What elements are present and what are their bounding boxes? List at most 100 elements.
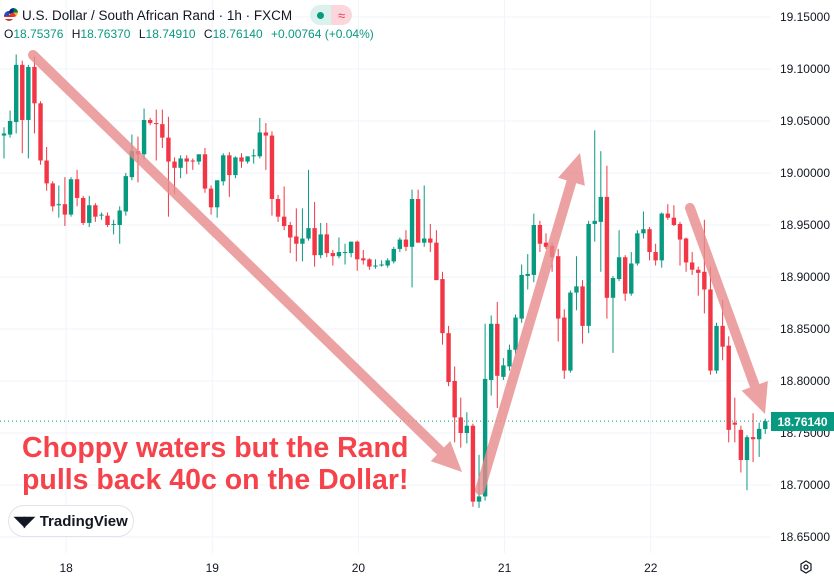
time-tick-label: 20 bbox=[352, 561, 366, 575]
candle-body bbox=[714, 325, 719, 371]
candle bbox=[726, 336, 731, 443]
candle bbox=[178, 155, 183, 179]
candle bbox=[324, 222, 329, 258]
market-open-icon[interactable] bbox=[310, 5, 332, 25]
candle bbox=[464, 412, 470, 444]
candle-body bbox=[720, 325, 725, 347]
candle bbox=[763, 418, 768, 434]
candle-body bbox=[501, 365, 506, 377]
candle bbox=[208, 185, 214, 215]
candle-body bbox=[245, 156, 250, 162]
candle bbox=[616, 230, 622, 282]
candle-body bbox=[647, 229, 652, 253]
candle bbox=[434, 230, 439, 281]
candle bbox=[641, 211, 646, 239]
candle bbox=[348, 241, 354, 258]
candle bbox=[750, 413, 756, 463]
candle-body bbox=[446, 333, 451, 383]
candle-body bbox=[355, 241, 360, 260]
open-label: O bbox=[4, 27, 14, 41]
candle bbox=[221, 153, 226, 186]
candle-body bbox=[738, 429, 744, 461]
candle-body bbox=[227, 155, 232, 176]
market-status[interactable]: ≈ bbox=[310, 5, 353, 25]
arrow-shaft bbox=[28, 50, 446, 457]
candle-body bbox=[568, 292, 573, 371]
candle bbox=[397, 237, 403, 253]
candle-body bbox=[117, 210, 122, 225]
candle bbox=[495, 301, 500, 409]
candle bbox=[543, 233, 549, 249]
candle bbox=[257, 117, 262, 159]
candle-body bbox=[507, 349, 512, 367]
candle-body bbox=[464, 425, 470, 433]
price-tick-label: 18.85000 bbox=[780, 322, 830, 336]
candle bbox=[574, 256, 579, 311]
arrow-head bbox=[741, 381, 768, 414]
candle-body bbox=[671, 217, 677, 225]
candle-body bbox=[20, 64, 25, 120]
candle-body bbox=[750, 437, 756, 440]
arrow-head bbox=[430, 441, 462, 472]
usd-zar-flag-icon bbox=[4, 8, 18, 22]
tradingview-logo[interactable]: ◥◤ TradingView bbox=[8, 505, 134, 537]
annotation-text[interactable]: Choppy waters but the Rand pulls back 40… bbox=[22, 432, 408, 496]
candle bbox=[87, 195, 92, 228]
candle-body bbox=[702, 271, 707, 290]
current-price-label: 18.76140 bbox=[771, 412, 834, 431]
candle bbox=[32, 56, 37, 134]
candle bbox=[367, 258, 372, 270]
candle-body bbox=[708, 289, 713, 371]
candle-body bbox=[361, 258, 366, 261]
candle-body bbox=[629, 263, 634, 294]
tradingview-logo-mark: ◥◤ bbox=[14, 512, 35, 529]
candle-body bbox=[531, 225, 537, 275]
candle bbox=[239, 153, 244, 168]
candle-body bbox=[598, 196, 604, 222]
candle-body bbox=[683, 238, 689, 263]
candle-body bbox=[105, 215, 110, 225]
candle bbox=[440, 271, 445, 345]
candle bbox=[379, 260, 384, 267]
arrow-head bbox=[558, 153, 585, 186]
candle bbox=[659, 212, 664, 268]
candle-body bbox=[422, 238, 427, 243]
arrow bbox=[28, 50, 462, 472]
candle bbox=[288, 221, 293, 254]
candle bbox=[501, 358, 506, 380]
candle-body bbox=[635, 233, 640, 264]
candle-body bbox=[537, 225, 543, 244]
candle-body bbox=[373, 265, 378, 267]
candle bbox=[531, 213, 537, 283]
candle-body bbox=[659, 213, 664, 261]
candle-body bbox=[300, 238, 305, 244]
candle-body bbox=[318, 234, 323, 256]
price-axis[interactable]: 19.15000 19.10000 19.05000 19.00000 18.95000… bbox=[780, 10, 830, 544]
candle-body bbox=[74, 179, 80, 198]
time-axis[interactable]: 18 19 20 21 22 bbox=[59, 561, 657, 575]
candle-body bbox=[756, 428, 762, 440]
candle bbox=[336, 237, 342, 259]
annotation-line-1: Choppy waters but the Rand bbox=[22, 432, 409, 464]
candle-body bbox=[239, 157, 244, 162]
candle bbox=[683, 237, 689, 272]
time-tick-label: 21 bbox=[498, 561, 512, 575]
candle-body bbox=[178, 158, 183, 168]
candle-body bbox=[306, 228, 311, 239]
candle-body bbox=[622, 257, 628, 294]
candle-body bbox=[80, 197, 86, 223]
candle bbox=[214, 180, 220, 218]
gear-icon[interactable] bbox=[799, 560, 813, 574]
candle-body bbox=[434, 242, 439, 281]
symbol-title[interactable]: U.S. Dollar / South African Rand · 1h · … bbox=[22, 7, 293, 23]
delayed-data-icon[interactable]: ≈ bbox=[331, 5, 353, 25]
candle-body bbox=[470, 425, 476, 502]
candle bbox=[300, 208, 305, 262]
candle bbox=[312, 202, 317, 267]
price-tick-label: 19.05000 bbox=[780, 114, 830, 128]
candle bbox=[428, 223, 433, 253]
candle bbox=[446, 325, 451, 387]
candle bbox=[227, 152, 232, 197]
candle bbox=[555, 248, 561, 342]
